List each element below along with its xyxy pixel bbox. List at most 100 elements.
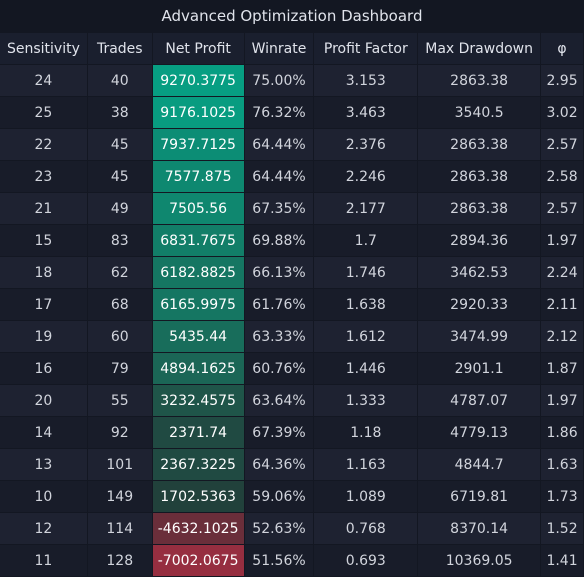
cell-trades: 68 bbox=[87, 289, 152, 320]
cell-trades: 79 bbox=[87, 353, 152, 384]
table-row: 24 40 9270.3775 75.00% 3.153 2863.38 2.95 bbox=[0, 65, 583, 96]
cell-trades: 45 bbox=[87, 161, 152, 192]
cell-trades: 49 bbox=[87, 193, 152, 224]
cell-trades: 62 bbox=[87, 257, 152, 288]
cell-profit-factor: 3.463 bbox=[314, 97, 418, 128]
cell-max-drawdown: 3474.99 bbox=[418, 321, 541, 352]
cell-phi: 2.95 bbox=[541, 65, 583, 96]
cell-sensitivity: 25 bbox=[0, 97, 87, 128]
cell-profit-factor: 1.446 bbox=[314, 353, 418, 384]
cell-trades: 92 bbox=[87, 417, 152, 448]
cell-max-drawdown: 2863.38 bbox=[418, 65, 541, 96]
cell-profit-factor: 0.693 bbox=[314, 545, 418, 576]
cell-max-drawdown: 3462.53 bbox=[418, 257, 541, 288]
cell-sensitivity: 23 bbox=[0, 161, 87, 192]
cell-trades: 60 bbox=[87, 321, 152, 352]
dashboard-title: Advanced Optimization Dashboard bbox=[0, 0, 584, 32]
cell-max-drawdown: 4787.07 bbox=[418, 385, 541, 416]
cell-sensitivity: 21 bbox=[0, 193, 87, 224]
cell-sensitivity: 13 bbox=[0, 449, 87, 480]
optimization-table: Sensitivity Trades Net Profit Winrate Pr… bbox=[0, 32, 584, 577]
cell-net-profit: 7937.7125 bbox=[152, 129, 244, 160]
cell-profit-factor: 1.612 bbox=[314, 321, 418, 352]
cell-phi: 1.63 bbox=[541, 449, 583, 480]
cell-net-profit: 9270.3775 bbox=[152, 65, 244, 96]
cell-phi: 2.57 bbox=[541, 193, 583, 224]
cell-max-drawdown: 8370.14 bbox=[418, 513, 541, 544]
cell-winrate: 64.44% bbox=[244, 161, 314, 192]
cell-phi: 2.11 bbox=[541, 289, 583, 320]
table-row: 12 114 -4632.1025 52.63% 0.768 8370.14 1.52 bbox=[0, 513, 583, 544]
cell-sensitivity: 10 bbox=[0, 481, 87, 512]
column-header-net-profit: Net Profit bbox=[152, 33, 244, 64]
cell-sensitivity: 19 bbox=[0, 321, 87, 352]
cell-net-profit: 6831.7675 bbox=[152, 225, 244, 256]
cell-winrate: 61.76% bbox=[244, 289, 314, 320]
cell-phi: 1.87 bbox=[541, 353, 583, 384]
cell-phi: 1.97 bbox=[541, 225, 583, 256]
cell-sensitivity: 18 bbox=[0, 257, 87, 288]
column-header-max-drawdown: Max Drawdown bbox=[418, 33, 541, 64]
cell-max-drawdown: 2920.33 bbox=[418, 289, 541, 320]
cell-phi: 3.02 bbox=[541, 97, 583, 128]
table-row: 13 101 2367.3225 64.36% 1.163 4844.7 1.63 bbox=[0, 449, 583, 480]
cell-net-profit: 1702.5363 bbox=[152, 481, 244, 512]
table-row: 20 55 3232.4575 63.64% 1.333 4787.07 1.97 bbox=[0, 385, 583, 416]
cell-max-drawdown: 4779.13 bbox=[418, 417, 541, 448]
cell-net-profit: -4632.1025 bbox=[152, 513, 244, 544]
table-body: 24 40 9270.3775 75.00% 3.153 2863.38 2.95 25 38 9… bbox=[0, 65, 583, 576]
table-row: 17 68 6165.9975 61.76% 1.638 2920.33 2.11 bbox=[0, 289, 583, 320]
cell-max-drawdown: 10369.05 bbox=[418, 545, 541, 576]
cell-trades: 83 bbox=[87, 225, 152, 256]
cell-max-drawdown: 2863.38 bbox=[418, 193, 541, 224]
cell-phi: 2.24 bbox=[541, 257, 583, 288]
cell-net-profit: -7002.0675 bbox=[152, 545, 244, 576]
cell-winrate: 52.63% bbox=[244, 513, 314, 544]
cell-max-drawdown: 2894.36 bbox=[418, 225, 541, 256]
header-row: Sensitivity Trades Net Profit Winrate Pr… bbox=[0, 33, 583, 64]
table-row: 11 128 -7002.0675 51.56% 0.693 10369.05 1.41 bbox=[0, 545, 583, 576]
cell-phi: 1.97 bbox=[541, 385, 583, 416]
cell-profit-factor: 2.177 bbox=[314, 193, 418, 224]
cell-sensitivity: 22 bbox=[0, 129, 87, 160]
table-row: 15 83 6831.7675 69.88% 1.7 2894.36 1.97 bbox=[0, 225, 583, 256]
cell-net-profit: 9176.1025 bbox=[152, 97, 244, 128]
cell-max-drawdown: 6719.81 bbox=[418, 481, 541, 512]
cell-winrate: 75.00% bbox=[244, 65, 314, 96]
cell-sensitivity: 14 bbox=[0, 417, 87, 448]
column-header-phi: φ bbox=[541, 33, 583, 64]
cell-profit-factor: 1.746 bbox=[314, 257, 418, 288]
cell-sensitivity: 16 bbox=[0, 353, 87, 384]
column-header-sensitivity: Sensitivity bbox=[0, 33, 87, 64]
cell-net-profit: 4894.1625 bbox=[152, 353, 244, 384]
cell-phi: 1.52 bbox=[541, 513, 583, 544]
cell-profit-factor: 0.768 bbox=[314, 513, 418, 544]
table-row: 23 45 7577.875 64.44% 2.246 2863.38 2.58 bbox=[0, 161, 583, 192]
cell-net-profit: 6182.8825 bbox=[152, 257, 244, 288]
cell-trades: 101 bbox=[87, 449, 152, 480]
cell-winrate: 67.39% bbox=[244, 417, 314, 448]
cell-winrate: 66.13% bbox=[244, 257, 314, 288]
column-header-profit-factor: Profit Factor bbox=[314, 33, 418, 64]
table-row: 21 49 7505.56 67.35% 2.177 2863.38 2.57 bbox=[0, 193, 583, 224]
cell-max-drawdown: 2863.38 bbox=[418, 161, 541, 192]
cell-trades: 149 bbox=[87, 481, 152, 512]
cell-profit-factor: 1.163 bbox=[314, 449, 418, 480]
cell-profit-factor: 1.638 bbox=[314, 289, 418, 320]
cell-max-drawdown: 2863.38 bbox=[418, 129, 541, 160]
cell-profit-factor: 3.153 bbox=[314, 65, 418, 96]
cell-phi: 2.57 bbox=[541, 129, 583, 160]
table-row: 18 62 6182.8825 66.13% 1.746 3462.53 2.24 bbox=[0, 257, 583, 288]
cell-net-profit: 2367.3225 bbox=[152, 449, 244, 480]
cell-profit-factor: 2.246 bbox=[314, 161, 418, 192]
cell-trades: 55 bbox=[87, 385, 152, 416]
cell-net-profit: 5435.44 bbox=[152, 321, 244, 352]
cell-net-profit: 7577.875 bbox=[152, 161, 244, 192]
cell-sensitivity: 20 bbox=[0, 385, 87, 416]
cell-profit-factor: 1.089 bbox=[314, 481, 418, 512]
cell-profit-factor: 1.333 bbox=[314, 385, 418, 416]
cell-profit-factor: 1.7 bbox=[314, 225, 418, 256]
cell-winrate: 63.33% bbox=[244, 321, 314, 352]
cell-winrate: 64.44% bbox=[244, 129, 314, 160]
cell-sensitivity: 15 bbox=[0, 225, 87, 256]
